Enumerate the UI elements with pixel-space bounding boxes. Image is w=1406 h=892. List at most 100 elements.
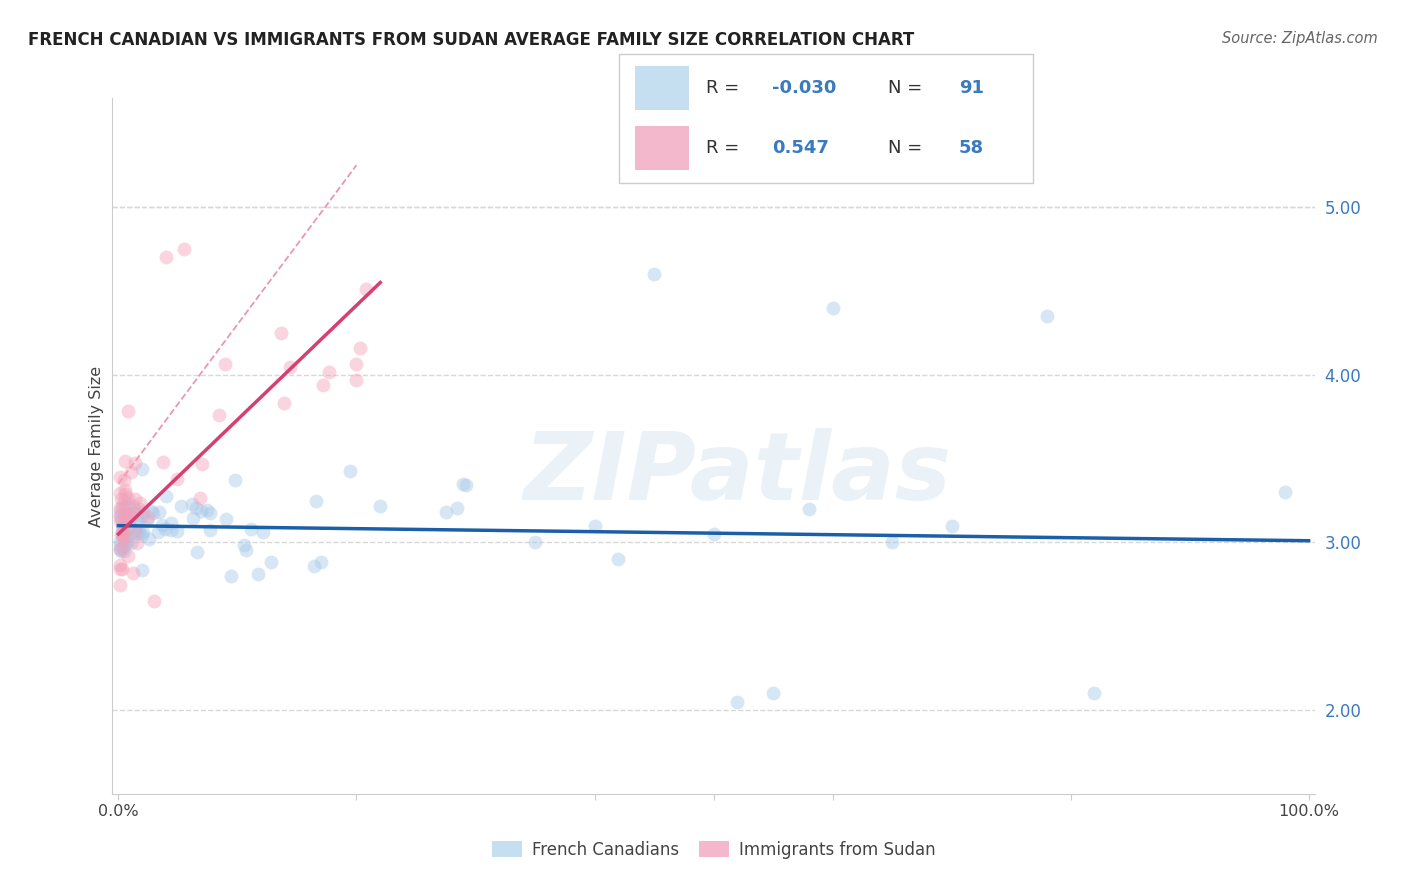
Text: Source: ZipAtlas.com: Source: ZipAtlas.com (1222, 31, 1378, 46)
Point (125, 536, 148, 550)
Point (112, 544, 135, 558)
Point (120, 535, 142, 549)
Point (122, 506, 145, 520)
Point (278, 359, 301, 374)
Text: 0.547: 0.547 (772, 139, 830, 157)
Point (142, 506, 165, 520)
Point (318, 365, 340, 379)
Point (112, 519, 135, 533)
Point (208, 408, 231, 422)
Point (152, 454, 174, 468)
Point (138, 510, 160, 524)
Point (124, 523, 146, 537)
Text: FRENCH CANADIAN VS IMMIGRANTS FROM SUDAN AVERAGE FAMILY SIZE CORRELATION CHART: FRENCH CANADIAN VS IMMIGRANTS FROM SUDAN… (28, 31, 914, 49)
Point (446, 500, 468, 515)
Point (703, 527, 725, 541)
Point (111, 525, 134, 540)
Point (349, 341, 371, 355)
Text: 91: 91 (959, 79, 984, 97)
Point (160, 516, 183, 531)
Point (108, 470, 131, 484)
Point (186, 501, 208, 516)
Point (270, 326, 292, 340)
Point (108, 558, 131, 572)
Y-axis label: Average Family Size: Average Family Size (89, 366, 104, 526)
Point (159, 523, 181, 537)
Point (117, 527, 139, 541)
Bar (636, 126, 689, 170)
Point (302, 558, 325, 573)
Point (232, 538, 254, 552)
Point (725, 695, 748, 709)
Point (112, 508, 135, 522)
Point (181, 511, 204, 525)
Point (112, 527, 135, 541)
Text: ZIPatlas: ZIPatlas (523, 428, 952, 520)
Point (112, 493, 135, 508)
Point (260, 555, 283, 569)
Point (112, 473, 135, 487)
Point (607, 552, 630, 566)
Point (108, 486, 131, 500)
Point (356, 282, 378, 296)
Point (150, 518, 173, 533)
Point (110, 514, 132, 528)
Point (1274, 485, 1296, 500)
Point (117, 491, 139, 505)
Point (524, 535, 547, 549)
Point (312, 377, 335, 392)
Text: R =: R = (706, 79, 745, 97)
Point (108, 538, 131, 552)
Point (127, 516, 149, 530)
Point (821, 301, 844, 315)
Point (122, 566, 145, 581)
Point (224, 473, 246, 487)
Point (131, 527, 153, 541)
Text: -0.030: -0.030 (772, 79, 837, 97)
Point (117, 533, 139, 548)
Point (195, 503, 218, 517)
Text: N =: N = (889, 79, 928, 97)
Point (344, 373, 367, 387)
Point (127, 513, 149, 527)
Point (122, 499, 145, 513)
Point (118, 507, 141, 521)
Text: R =: R = (706, 139, 751, 157)
Point (115, 514, 138, 528)
Point (114, 487, 136, 501)
Point (108, 577, 131, 591)
Point (762, 686, 785, 700)
Point (111, 519, 134, 533)
Point (797, 501, 820, 516)
Point (117, 495, 139, 509)
Point (155, 522, 177, 536)
Point (214, 357, 236, 371)
Text: N =: N = (889, 139, 928, 157)
Point (186, 545, 208, 559)
Point (155, 251, 177, 265)
Point (235, 542, 257, 557)
Point (108, 541, 131, 556)
Point (125, 525, 148, 540)
Point (132, 525, 155, 540)
Point (112, 538, 135, 552)
Point (114, 508, 136, 522)
Point (880, 535, 903, 549)
Point (120, 509, 142, 524)
Point (139, 504, 162, 518)
Point (112, 500, 135, 515)
Point (368, 499, 391, 513)
Point (108, 508, 131, 522)
Point (252, 525, 274, 540)
Point (129, 496, 152, 510)
Point (132, 505, 155, 519)
Point (128, 524, 150, 538)
Point (180, 497, 202, 511)
Point (108, 534, 131, 549)
Point (112, 531, 135, 545)
Point (131, 563, 153, 577)
Point (148, 505, 170, 519)
Point (117, 522, 139, 536)
Point (198, 523, 221, 537)
Point (941, 518, 963, 533)
